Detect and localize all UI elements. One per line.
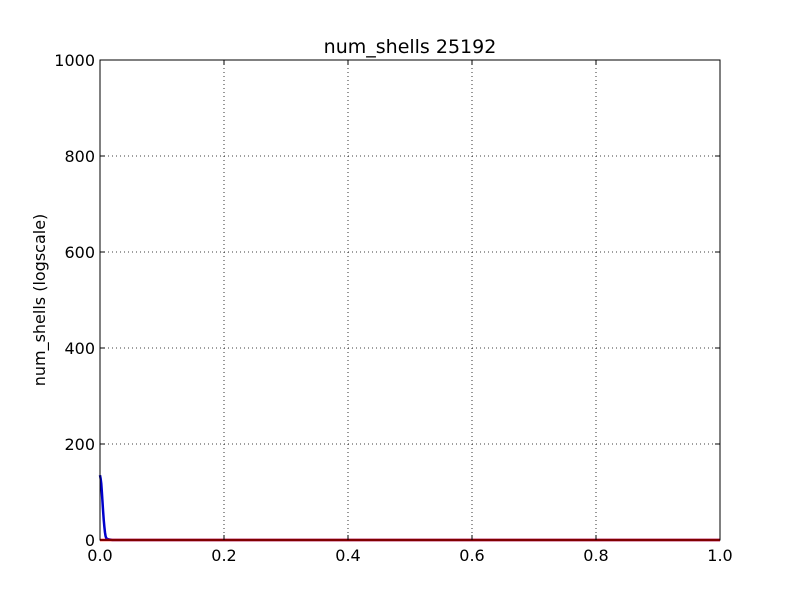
y-tick-label: 600 [64,243,95,262]
y-tick-label: 800 [64,147,95,166]
axis-ticks: 0.0 0.2 0.4 0.6 0.8 1.0 0 200 400 600 800 1000 [54,51,732,565]
axes-frame [99,59,721,541]
x-tick-label: 0.8 [583,546,608,565]
y-tick-label: 200 [64,435,95,454]
x-tick-label: 1.0 [707,546,732,565]
y-tick-label: 0 [85,531,95,550]
y-tick-label: 1000 [54,51,95,70]
x-tick-label: 0.2 [211,546,236,565]
y-axis-label: num_shells (logscale) [30,214,50,387]
x-tick-label: 0.4 [335,546,360,565]
y-tick-label: 400 [64,339,95,358]
chart-title: num_shells 25192 [324,36,497,58]
x-tick-label: 0.0 [87,546,112,565]
x-tick-label: 0.6 [459,546,484,565]
